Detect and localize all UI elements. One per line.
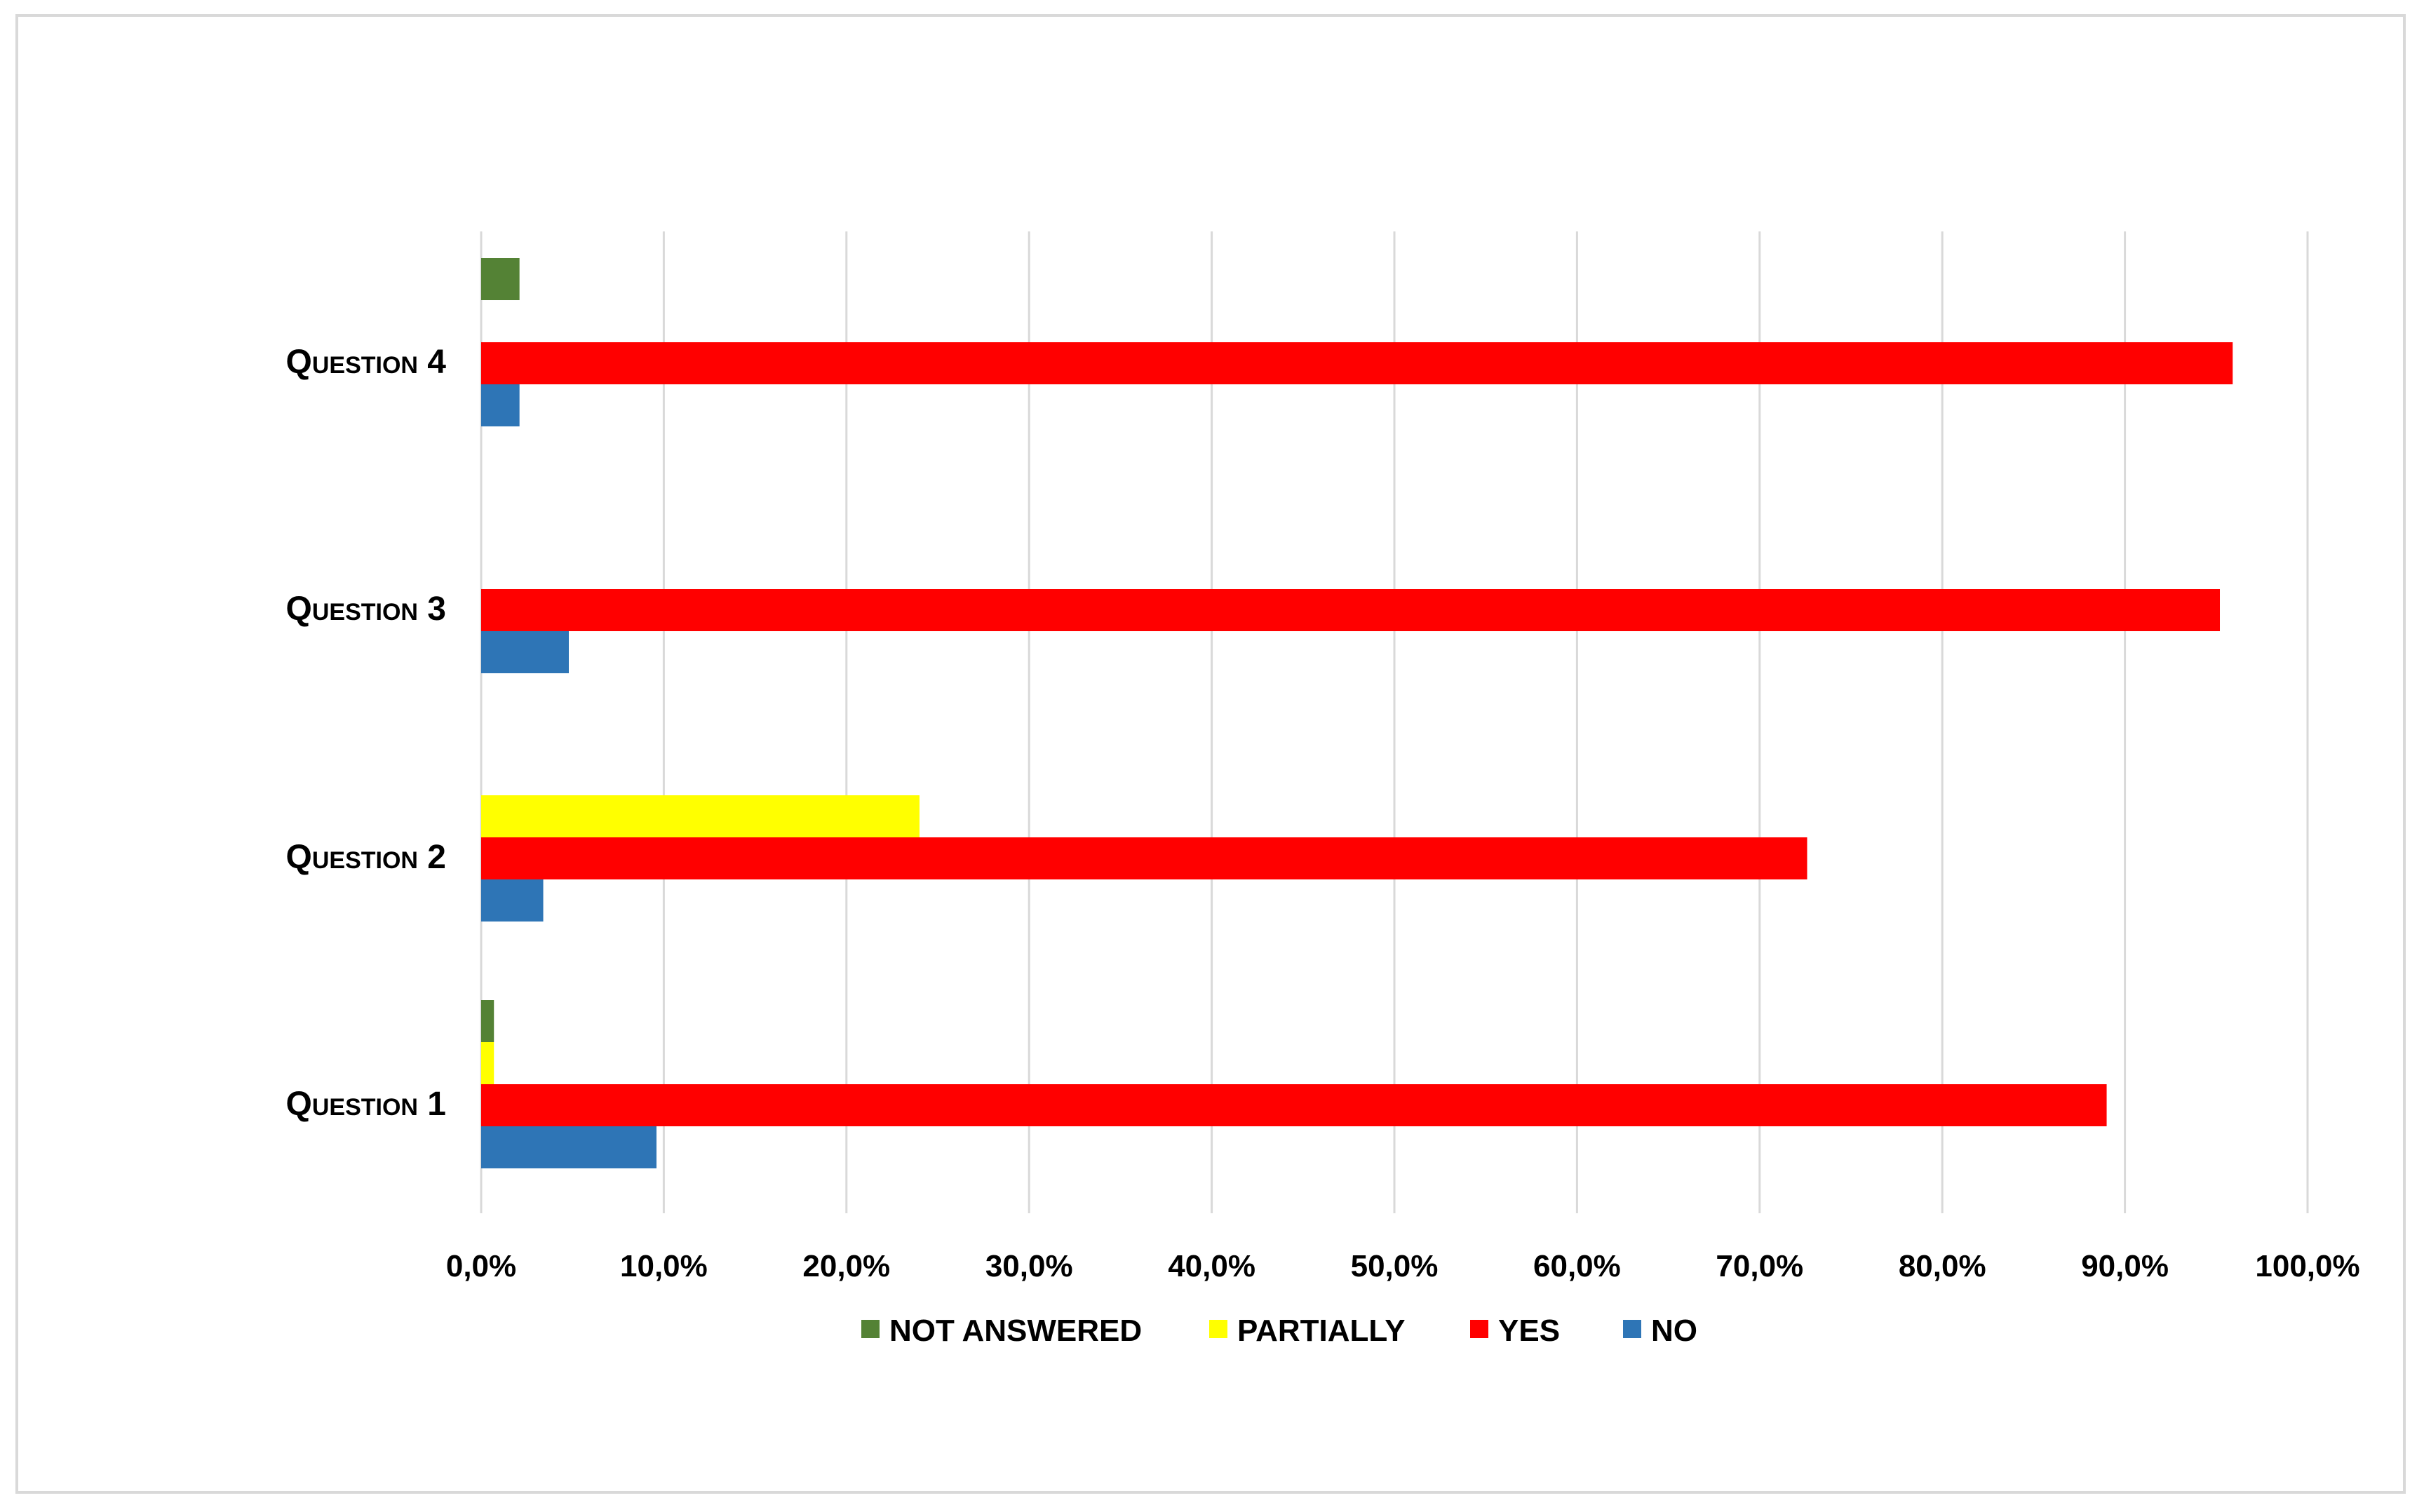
bar-no-q1 — [481, 1126, 656, 1168]
x-tick-label: 80,0% — [1899, 1249, 1986, 1283]
legend-swatch — [861, 1320, 880, 1338]
x-tick-label: 0,0% — [446, 1249, 516, 1283]
chart-frame — [15, 14, 2406, 1494]
x-tick-label: 100,0% — [2255, 1249, 2359, 1283]
bar-no-q3 — [481, 631, 569, 673]
bars — [481, 258, 2233, 1168]
bar-no-q2 — [481, 879, 544, 922]
legend-swatch — [1623, 1320, 1641, 1338]
bar-yes-q2 — [481, 837, 1807, 879]
category-labels: Question 1 Question 2 Question 3 Question 4 — [286, 344, 447, 1123]
bar-partially-q2 — [481, 795, 920, 837]
legend: NOT ANSWERED PARTIALLY YES NO — [861, 1314, 1697, 1348]
x-tick-label: 30,0% — [985, 1249, 1073, 1283]
x-tick-label: 50,0% — [1351, 1249, 1439, 1283]
x-tick-label: 40,0% — [1168, 1249, 1255, 1283]
legend-label: PARTIALLY — [1237, 1314, 1406, 1348]
x-tick-label: 20,0% — [802, 1249, 890, 1283]
bar-yes-q4 — [481, 342, 2233, 384]
bar-yes-q1 — [481, 1084, 2107, 1126]
legend-label: NOT ANSWERED — [889, 1314, 1142, 1348]
x-tick-labels: 0,0% 10,0% 20,0% 30,0% 40,0% 50,0% 60,0% 70,0% 8… — [446, 1249, 2360, 1283]
bar-not-answered-q4 — [481, 258, 520, 300]
legend-label: YES — [1498, 1314, 1560, 1348]
category-label: Question 1 — [286, 1086, 447, 1123]
x-tick-label: 60,0% — [1533, 1249, 1621, 1283]
category-label: Question 3 — [286, 590, 447, 628]
x-tick-label: 70,0% — [1716, 1249, 1803, 1283]
legend-swatch — [1470, 1320, 1488, 1338]
legend-label: NO — [1651, 1314, 1697, 1348]
category-label: Question 2 — [286, 839, 447, 876]
legend-swatch — [1209, 1320, 1227, 1338]
bar-no-q4 — [481, 384, 520, 426]
category-label: Question 4 — [286, 344, 447, 381]
x-tick-label: 10,0% — [620, 1249, 708, 1283]
bar-yes-q3 — [481, 589, 2221, 631]
bar-not-answered-q1 — [481, 1000, 494, 1042]
bar-partially-q1 — [481, 1042, 494, 1084]
x-tick-label: 90,0% — [2081, 1249, 2169, 1283]
